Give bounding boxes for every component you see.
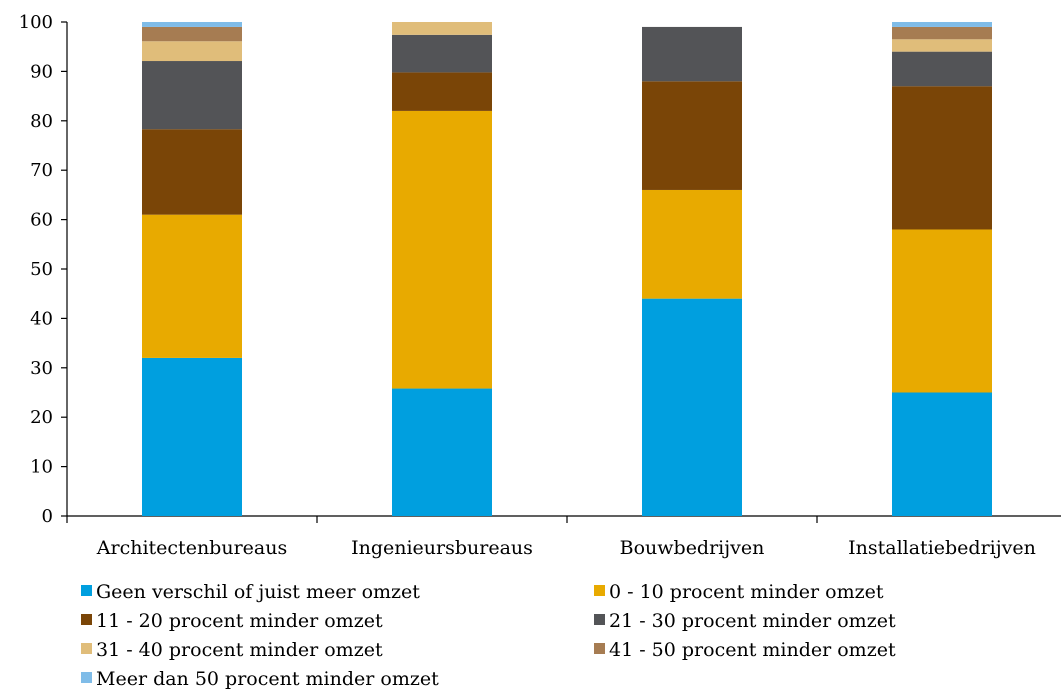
bar-segment [642,189,742,299]
y-tick-label: 90 [30,61,53,82]
legend-swatch [81,614,92,625]
legend-item: Geen verschil of juist meer omzet [81,581,420,603]
axes: 0 10 20 30 40 50 60 70 80 90 100 Architectenbureaus… [19,12,1061,559]
bar-segment [392,34,492,73]
bar-segment [142,22,242,27]
legend-swatch [594,643,605,654]
legend-label: 31 - 40 procent minder omzet [96,639,383,661]
y-tick-label: 50 [30,259,53,280]
bar-segment [892,39,992,52]
y-tick-label: 30 [30,358,53,379]
bar-segment [142,129,242,215]
bar-segment [142,41,242,62]
bar-segment [892,51,992,87]
bar-segment [892,392,992,516]
y-tick-label: 0 [42,506,53,527]
y-tick-label: 60 [30,210,53,231]
bar-segment [392,72,492,111]
bar-segment [142,214,242,358]
legend-label: 41 - 50 procent minder omzet [609,639,896,661]
bar-segment [892,26,992,40]
legend-item: 0 - 10 procent minder omzet [594,581,884,603]
bars [142,22,992,516]
legend-label: 0 - 10 procent minder omzet [609,581,884,603]
legend-item: 21 - 30 procent minder omzet [594,610,896,632]
y-tick-label: 100 [19,12,53,33]
legend-item: 31 - 40 procent minder omzet [81,639,383,661]
bar-segment [392,110,492,389]
bar-segment [142,26,242,42]
bar-segment [642,298,742,516]
bar-segment [892,229,992,393]
legend-label: Geen verschil of juist meer omzet [96,581,420,603]
legend-swatch [81,672,92,683]
bar-segment [642,26,742,82]
bar-segment [892,22,992,27]
bar-segment [392,22,492,35]
x-category-label: Bouwbedrijven [620,537,765,559]
x-category-label: Architectenbureaus [96,537,287,559]
legend-swatch [594,614,605,625]
y-tick-label: 70 [30,160,53,181]
legend: Geen verschil of juist meer omzet 0 - 10 … [81,581,896,690]
legend-swatch [81,585,92,596]
y-tick-label: 40 [30,308,53,329]
y-tick-label: 80 [30,111,53,132]
bar-segment [392,388,492,516]
x-category-label: Installatiebedrijven [848,537,1036,559]
bar-segment [642,81,742,190]
legend-label: 11 - 20 procent minder omzet [96,610,383,632]
legend-label: Meer dan 50 procent minder omzet [96,668,439,690]
bar-segment [892,86,992,230]
bar-segment [142,357,242,516]
y-tick-label: 20 [30,407,53,428]
bar-segment [142,61,242,130]
x-category-label: Ingenieursbureaus [351,537,533,559]
legend-item: 11 - 20 procent minder omzet [81,610,383,632]
y-tick-label: 10 [30,457,53,478]
legend-label: 21 - 30 procent minder omzet [609,610,896,632]
legend-swatch [594,585,605,596]
legend-item: Meer dan 50 procent minder omzet [81,668,439,690]
legend-swatch [81,643,92,654]
legend-item: 41 - 50 procent minder omzet [594,639,896,661]
